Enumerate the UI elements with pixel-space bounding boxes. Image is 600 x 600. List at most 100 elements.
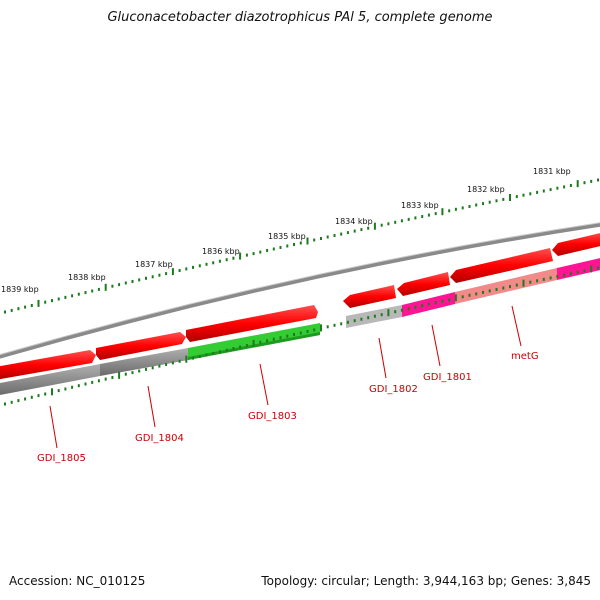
outer-minor-tick <box>597 178 599 182</box>
inner-minor-tick <box>299 331 302 335</box>
inner-minor-tick <box>421 304 424 308</box>
inner-minor-tick <box>407 307 410 311</box>
outer-minor-tick <box>97 287 100 291</box>
inner-minor-tick <box>198 355 201 358</box>
outer-minor-tick <box>407 217 410 221</box>
outer-minor-tick <box>522 193 525 197</box>
outer-minor-tick <box>299 241 302 245</box>
outer-minor-tick <box>536 190 539 194</box>
subtrack-gdi-1805 <box>0 364 100 396</box>
inner-minor-tick <box>360 317 363 321</box>
topology-text: Topology: circular; Length: 3,944,163 bp… <box>261 574 591 588</box>
outer-minor-tick <box>84 291 87 295</box>
outer-minor-tick <box>367 226 370 230</box>
inner-minor-tick <box>266 339 269 343</box>
inner-minor-tick <box>468 293 471 297</box>
inner-minor-tick <box>482 290 484 294</box>
gene-arrow-gdi-1803[interactable] <box>186 305 318 342</box>
inner-minor-tick <box>569 272 572 276</box>
outer-minor-tick <box>333 234 336 237</box>
inner-minor-tick <box>367 316 370 320</box>
gene-label-metg[interactable]: metG <box>511 351 539 362</box>
gene-label-gdi-1803[interactable]: GDI_1803 <box>248 411 297 422</box>
inner-minor-tick <box>124 372 127 376</box>
gene-label-gdi-1802[interactable]: GDI_1802 <box>369 384 418 395</box>
gene-label-gdi-1804[interactable]: GDI_1804 <box>135 433 184 444</box>
leader-gdi-1802 <box>378 337 387 379</box>
inner-minor-tick <box>414 305 417 309</box>
outer-major-tick <box>306 237 309 245</box>
outer-minor-tick <box>448 209 451 213</box>
inner-minor-tick <box>394 310 397 314</box>
outer-minor-tick <box>205 262 208 266</box>
gene-arrow-gdi-1801[interactable] <box>397 272 450 296</box>
inner-minor-tick <box>104 377 107 381</box>
outer-minor-tick <box>91 289 94 293</box>
outer-minor-tick <box>340 232 343 236</box>
inner-minor-tick <box>77 384 80 388</box>
leader-gdi-1805 <box>49 405 58 449</box>
outer-minor-tick <box>57 297 60 301</box>
leader-gdi-1801 <box>431 324 441 367</box>
outer-major-tick <box>509 194 511 201</box>
inner-minor-tick <box>151 366 154 370</box>
inner-minor-tick <box>353 319 356 323</box>
outer-minor-tick <box>245 253 248 257</box>
inner-minor-tick <box>502 286 505 290</box>
outer-minor-tick <box>353 229 356 233</box>
outer-major-tick <box>37 299 40 307</box>
outer-minor-tick <box>414 216 417 220</box>
leader-gdi-1804 <box>147 385 156 428</box>
outer-minor-tick <box>272 247 275 251</box>
outer-minor-tick <box>495 199 498 203</box>
gene-arrow-gdi-1805[interactable] <box>0 350 96 380</box>
outer-minor-tick <box>454 207 457 211</box>
inner-minor-tick <box>272 337 275 341</box>
inner-minor-tick <box>346 320 349 324</box>
kbp-label-1833: 1833 kbp <box>401 201 439 210</box>
outer-minor-tick <box>165 272 168 276</box>
outer-minor-tick <box>360 228 363 232</box>
inner-minor-tick <box>400 308 403 312</box>
outer-minor-tick <box>138 278 141 282</box>
gene-label-gdi-1801[interactable]: GDI_1801 <box>423 372 472 383</box>
kbp-label-1831: 1831 kbp <box>533 167 571 176</box>
inner-minor-tick <box>57 389 60 393</box>
gene-label-gdi-1805[interactable]: GDI_1805 <box>37 453 86 464</box>
outer-minor-tick <box>212 261 215 265</box>
outer-minor-tick <box>293 243 295 246</box>
outer-minor-tick <box>583 181 586 185</box>
inner-major-tick <box>320 324 322 332</box>
inner-minor-tick <box>158 364 161 368</box>
genome-backbone <box>0 222 600 359</box>
inner-minor-tick <box>4 402 6 406</box>
outer-minor-tick <box>542 189 545 193</box>
gene-arrow-gdi-1802[interactable] <box>343 285 396 308</box>
inner-minor-tick <box>333 323 336 327</box>
inner-minor-tick <box>509 285 511 289</box>
gene-arrow-gdi-1804[interactable] <box>96 332 186 360</box>
inner-minor-tick <box>495 288 498 291</box>
outer-minor-tick <box>488 200 491 204</box>
outer-minor-tick <box>556 186 559 190</box>
kbp-label-1834: 1834 kbp <box>335 217 373 226</box>
gene-arrow-metg[interactable] <box>450 248 553 283</box>
outer-minor-tick <box>198 264 201 268</box>
outer-minor-tick <box>590 179 593 183</box>
subtrack-metg <box>455 268 557 304</box>
outer-minor-tick <box>145 276 147 280</box>
inner-minor-tick <box>37 394 40 398</box>
inner-minor-tick <box>563 273 566 277</box>
inner-major-tick <box>590 265 593 273</box>
outer-minor-tick <box>151 275 154 279</box>
outer-minor-tick <box>252 252 255 256</box>
inner-minor-tick <box>239 345 242 349</box>
inner-minor-tick <box>44 392 47 396</box>
outer-major-tick <box>171 268 174 276</box>
inner-minor-tick <box>111 376 114 379</box>
outer-minor-tick <box>563 185 566 189</box>
outer-minor-tick <box>380 223 383 227</box>
outer-minor-tick <box>44 300 47 304</box>
gene-arrow-next[interactable] <box>552 232 600 256</box>
